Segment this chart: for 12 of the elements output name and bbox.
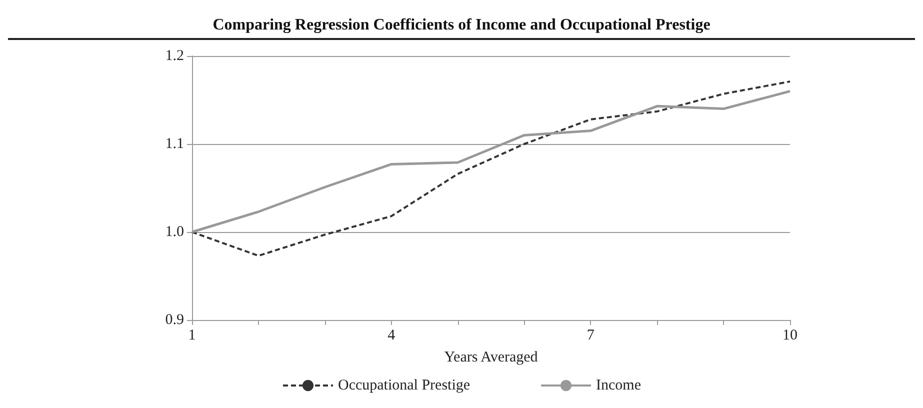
chart-title: Comparing Regression Coefficients of Income and Occupational Prestige: [212, 16, 710, 34]
legend-label: Occupational Prestige: [338, 378, 470, 394]
y-tick-label: 1.2: [165, 48, 184, 64]
x-tick-label: 7: [586, 328, 595, 344]
x-tick-label: 1: [188, 328, 196, 344]
y-tick-label: 1.0: [165, 224, 184, 240]
x-tick-label: 4: [388, 328, 396, 344]
legend-label: Income: [596, 378, 642, 394]
y-tick-label: 0.9: [165, 312, 184, 328]
y-tick-label: 1.1: [165, 136, 184, 152]
x-tick-label: 10: [782, 328, 798, 344]
x-axis-title: Years Averaged: [444, 350, 538, 366]
